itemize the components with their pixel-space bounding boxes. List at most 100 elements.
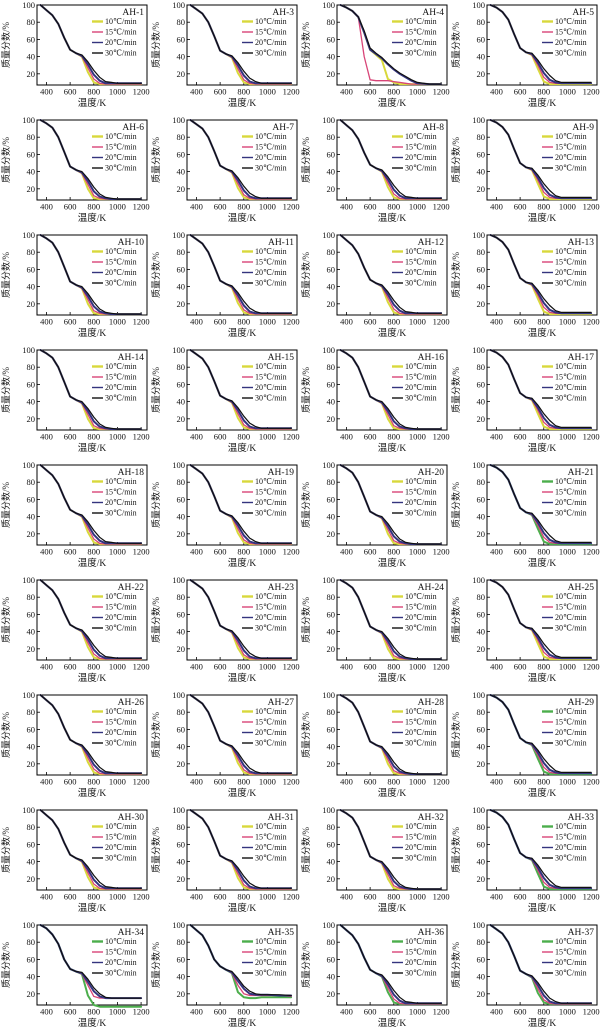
curve-30c-min [39, 234, 142, 315]
legend-label-10c-min: 10℃/min [255, 17, 287, 26]
y-tick-label: 60 [177, 609, 186, 619]
legend-label-10c-min: 10℃/min [555, 132, 587, 141]
curve-30c-min [189, 349, 292, 429]
chart-ah-28: 400 600 800 1000 1200 20 40 60 80 100 温度/K 质量分数/% AH… [300, 690, 450, 805]
axes-box [336, 349, 448, 431]
legend-label-10c-min: 10℃/min [105, 17, 137, 26]
x-tick-label: 600 [514, 317, 527, 327]
x-tick-label: 1200 [433, 777, 450, 787]
plot-ah-12: 400 600 800 1000 1200 20 40 60 80 100 温度/K 质量分数/% AH… [300, 230, 450, 339]
x-tick-label: 800 [387, 317, 400, 327]
y-tick-label: 100 [472, 690, 485, 700]
x-tick-label: 800 [87, 777, 100, 787]
y-axis-label: 质量分数/% [0, 941, 11, 988]
legend-label-20c-min: 20℃/min [105, 498, 137, 507]
x-axis-label: 温度/K [228, 672, 257, 684]
axes-box [486, 119, 598, 201]
y-tick-label: 60 [327, 954, 336, 964]
y-tick-label: 100 [322, 460, 335, 470]
y-axis-label: 质量分数/% [300, 596, 311, 643]
y-tick-label: 20 [177, 644, 186, 654]
chart-title: AH-25 [568, 583, 595, 593]
x-tick-label: 1000 [259, 662, 276, 672]
y-tick-label: 40 [27, 397, 36, 407]
chart-title: AH-29 [568, 698, 595, 708]
axes-box [36, 924, 148, 1006]
chart-ah-33: 400 600 800 1000 1200 20 40 60 80 100 温度/K 质量分数/% AH… [450, 805, 600, 920]
plot-ah-16: 400 600 800 1000 1200 20 40 60 80 100 温度/K 质量分数/% AH… [300, 345, 450, 454]
legend-label-30c-min: 30℃/min [105, 49, 137, 58]
x-tick-label: 600 [514, 1007, 527, 1017]
x-tick-label: 800 [387, 87, 400, 97]
y-tick-label: 20 [27, 644, 36, 654]
curve-30c-min [339, 464, 442, 545]
y-tick-label: 60 [477, 954, 486, 964]
x-tick-label: 800 [537, 892, 550, 902]
x-tick-label: 400 [190, 317, 203, 327]
legend-label-20c-min: 20℃/min [405, 268, 437, 277]
x-tick-label: 1000 [409, 662, 426, 672]
legend-label-20c-min: 20℃/min [555, 613, 587, 622]
chart-title: AH-21 [568, 468, 595, 478]
legend-label-20c-min: 20℃/min [405, 383, 437, 392]
y-tick-label: 60 [477, 839, 486, 849]
x-tick-label: 1200 [433, 1007, 450, 1017]
chart-ah-19: 400 600 800 1000 1200 20 40 60 80 100 温度/K 质量分数/% AH… [150, 460, 300, 575]
y-axis-label: 质量分数/% [150, 136, 161, 183]
x-tick-label: 1000 [109, 1007, 126, 1017]
x-tick-label: 1200 [283, 87, 300, 97]
plot-ah-24: 400 600 800 1000 1200 20 40 60 80 100 温度/K 质量分数/% AH… [300, 575, 450, 684]
x-tick-label: 1200 [133, 777, 150, 787]
legend-label-10c-min: 10℃/min [255, 822, 287, 831]
legend-label-30c-min: 30℃/min [405, 624, 437, 633]
y-tick-label: 20 [477, 759, 486, 769]
x-tick-label: 800 [537, 777, 550, 787]
x-axis-label: 温度/K [528, 1017, 557, 1029]
x-tick-label: 800 [537, 202, 550, 212]
plot-ah-35: 400 600 800 1000 1200 20 40 60 80 100 温度/K 质量分数/% AH… [150, 920, 300, 1029]
y-tick-label: 80 [177, 132, 186, 142]
legend-label-30c-min: 30℃/min [105, 854, 137, 863]
y-axis-label: 质量分数/% [150, 596, 161, 643]
chart-title: AH-11 [268, 238, 294, 248]
x-axis-label: 温度/K [378, 787, 407, 799]
legend-label-30c-min: 30℃/min [105, 279, 137, 288]
y-tick-label: 60 [27, 379, 36, 389]
chart-title: AH-1 [122, 8, 144, 18]
x-tick-label: 1000 [559, 87, 576, 97]
legend-label-30c-min: 30℃/min [555, 509, 587, 518]
y-axis-label: 质量分数/% [300, 826, 311, 873]
chart-ah-18: 400 600 800 1000 1200 20 40 60 80 100 温度/K 质量分数/% AH… [0, 460, 150, 575]
plot-ah-34: 400 600 800 1000 1200 20 40 60 80 100 温度/K 质量分数/% AH… [0, 920, 150, 1029]
y-tick-label: 40 [177, 282, 186, 292]
x-tick-label: 1200 [283, 777, 300, 787]
y-tick-label: 100 [322, 575, 335, 585]
y-tick-label: 100 [472, 0, 485, 10]
x-tick-label: 400 [340, 87, 353, 97]
y-tick-label: 40 [27, 282, 36, 292]
y-tick-label: 40 [327, 512, 336, 522]
curve-30c-min [339, 349, 442, 430]
legend-label-30c-min: 30℃/min [405, 739, 437, 748]
x-tick-label: 400 [490, 1007, 503, 1017]
legend-label-10c-min: 10℃/min [555, 17, 587, 26]
legend-label-15c-min: 15℃/min [405, 488, 437, 497]
x-tick-label: 800 [537, 317, 550, 327]
axes-box [36, 119, 148, 201]
y-tick-label: 100 [172, 575, 185, 585]
axes-box [486, 4, 598, 86]
x-tick-label: 800 [87, 662, 100, 672]
x-tick-label: 1200 [433, 662, 450, 672]
legend-label-15c-min: 15℃/min [555, 373, 587, 382]
chart-title: AH-34 [118, 928, 145, 938]
chart-title: AH-18 [118, 468, 145, 478]
plot-ah-21: 400 600 800 1000 1200 20 40 60 80 100 温度/K 质量分数/% AH… [450, 460, 600, 569]
legend-label-15c-min: 15℃/min [105, 833, 137, 842]
x-tick-label: 1200 [283, 662, 300, 672]
x-tick-label: 1200 [433, 892, 450, 902]
plot-ah-4: 400 600 800 1000 1200 20 40 60 80 100 温度/K 质量分数/% AH… [300, 0, 450, 109]
y-tick-label: 80 [27, 247, 36, 257]
chart-ah-16: 400 600 800 1000 1200 20 40 60 80 100 温度/K 质量分数/% AH… [300, 345, 450, 460]
x-axis-label: 温度/K [78, 787, 107, 799]
x-tick-label: 400 [40, 892, 53, 902]
